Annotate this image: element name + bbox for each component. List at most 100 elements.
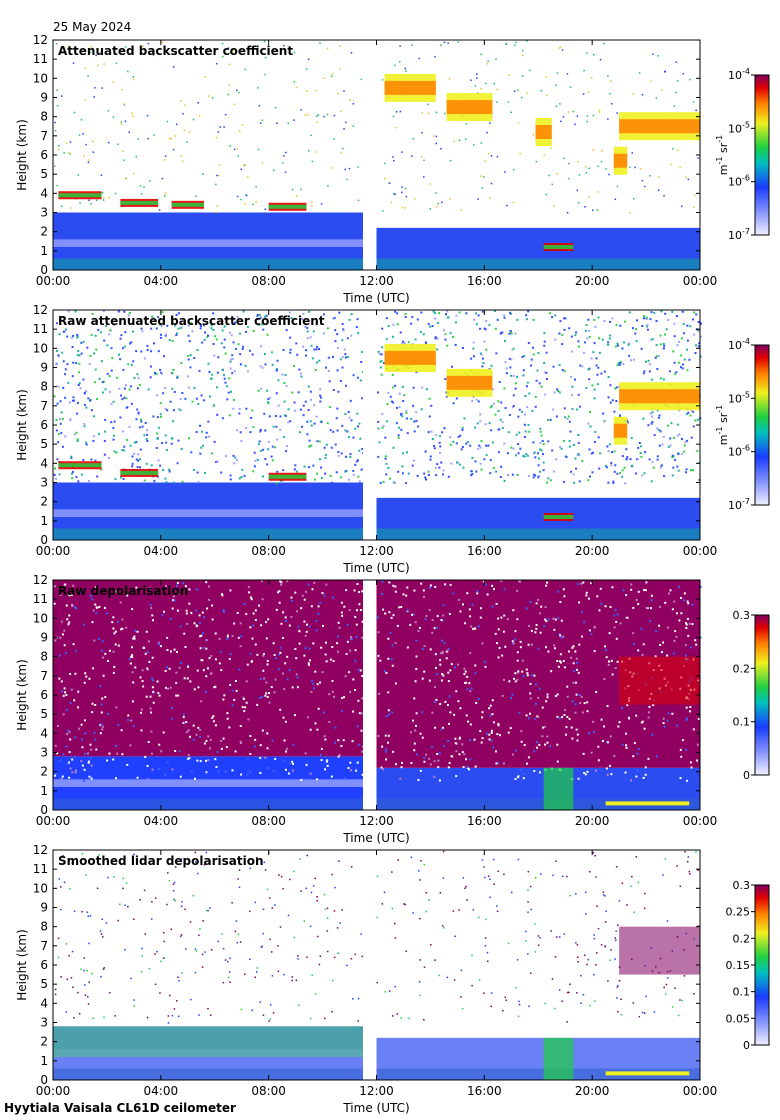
noise-speck — [62, 855, 64, 857]
noise-speck — [597, 759, 600, 762]
noise-speck — [537, 598, 540, 601]
noise-speck — [653, 311, 656, 314]
noise-speck — [217, 174, 220, 177]
noise-speck — [112, 758, 115, 761]
noise-speck — [561, 369, 564, 372]
noise-speck — [349, 761, 352, 764]
noise-speck — [236, 458, 239, 461]
noise-speck — [298, 1004, 300, 1007]
noise-speck — [561, 875, 564, 878]
noise-speck — [626, 456, 629, 459]
noise-speck — [686, 860, 689, 863]
noise-speck — [190, 611, 193, 614]
noise-speck — [228, 331, 231, 334]
noise-speck — [212, 715, 215, 718]
noise-speck — [412, 137, 415, 140]
y-tick-label: 6 — [40, 418, 48, 432]
noise-speck — [459, 707, 462, 710]
noise-speck — [343, 90, 345, 92]
x-tick-label: 00:00 — [683, 814, 718, 828]
noise-speck — [689, 325, 692, 328]
noise-speck — [391, 373, 394, 376]
noise-speck — [617, 725, 620, 728]
noise-speck — [559, 661, 562, 664]
noise-speck — [104, 652, 107, 655]
noise-speck — [128, 311, 131, 314]
noise-speck — [568, 420, 571, 423]
noise-speck — [425, 478, 428, 481]
noise-speck — [293, 468, 296, 471]
noise-speck — [440, 147, 442, 150]
noise-speck — [405, 70, 407, 72]
noise-speck — [584, 773, 587, 776]
noise-speck — [301, 594, 304, 597]
noise-speck — [508, 74, 510, 76]
noise-speck — [146, 1016, 149, 1019]
noise-speck — [229, 474, 232, 477]
noise-speck — [518, 408, 521, 411]
noise-speck — [254, 643, 257, 646]
noise-speck — [265, 637, 268, 640]
noise-speck — [315, 115, 318, 117]
noise-speck — [475, 323, 478, 326]
noise-speck — [376, 981, 379, 984]
noise-speck — [205, 909, 208, 912]
noise-speck — [57, 355, 60, 358]
noise-speck — [439, 652, 442, 655]
noise-speck — [332, 596, 335, 599]
y-tick-label: 4 — [40, 186, 48, 200]
noise-speck — [235, 689, 238, 692]
noise-speck — [244, 330, 247, 333]
noise-speck — [308, 439, 311, 442]
noise-speck — [89, 743, 92, 746]
noise-speck — [578, 480, 581, 483]
noise-speck — [264, 363, 267, 366]
noise-speck — [152, 691, 155, 694]
noise-speck — [82, 133, 84, 135]
noise-speck — [126, 763, 129, 766]
noise-speck — [488, 422, 491, 425]
noise-speck — [510, 332, 513, 335]
noise-speck — [220, 669, 223, 672]
noise-speck — [436, 337, 439, 340]
noise-speck — [162, 610, 165, 613]
noise-speck — [697, 345, 700, 348]
noise-speck — [637, 603, 640, 606]
noise-speck — [534, 923, 536, 925]
noise-speck — [637, 446, 640, 449]
noise-speck — [222, 374, 225, 377]
noise-speck — [73, 111, 76, 114]
noise-speck — [224, 959, 227, 961]
noise-speck — [490, 992, 493, 994]
noise-speck — [404, 207, 406, 209]
noise-speck — [480, 175, 482, 177]
noise-speck — [547, 419, 550, 422]
noise-speck — [170, 707, 173, 710]
noise-speck — [509, 727, 512, 730]
noise-speck — [172, 595, 175, 598]
noise-speck — [449, 159, 452, 162]
noise-speck — [283, 400, 286, 403]
noise-speck — [251, 409, 254, 412]
noise-speck — [311, 679, 314, 682]
noise-speck — [102, 968, 105, 970]
noise-speck — [179, 327, 182, 330]
noise-speck — [596, 905, 598, 907]
noise-speck — [202, 646, 205, 649]
noise-speck — [684, 654, 687, 657]
noise-speck — [99, 732, 102, 735]
noise-speck — [300, 890, 302, 892]
noise-speck — [566, 73, 569, 75]
noise-speck — [383, 891, 386, 894]
noise-speck — [268, 1020, 270, 1022]
noise-speck — [146, 344, 149, 347]
noise-speck — [396, 624, 399, 627]
noise-speck — [585, 323, 588, 326]
noise-speck — [593, 730, 596, 733]
noise-speck — [592, 351, 595, 354]
noise-speck — [148, 587, 151, 590]
noise-speck — [151, 768, 154, 771]
noise-speck — [415, 667, 418, 670]
noise-speck — [154, 953, 156, 955]
noise-speck — [78, 354, 81, 357]
